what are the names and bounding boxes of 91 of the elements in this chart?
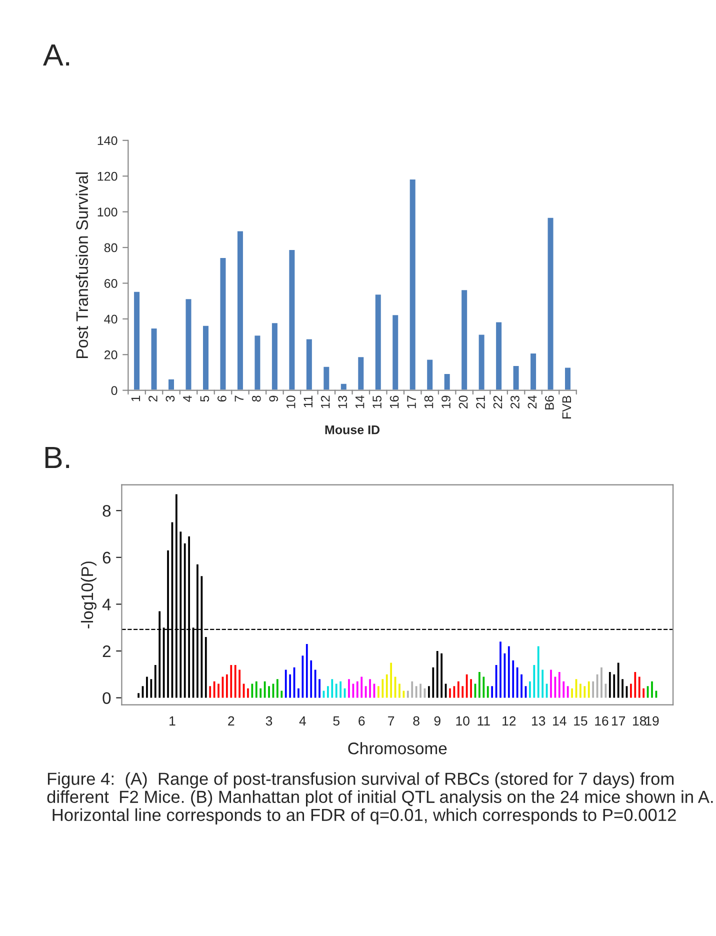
y-tick-label: 120 bbox=[98, 172, 118, 181]
bar bbox=[132, 290, 141, 390]
bar bbox=[460, 288, 468, 390]
x-tick-label: 18 bbox=[633, 716, 646, 726]
x-tick-label: 20 bbox=[458, 396, 468, 408]
x-tick-label: 7 bbox=[234, 396, 244, 402]
bar bbox=[494, 320, 503, 390]
bar bbox=[529, 352, 538, 390]
x-tick-label: 11 bbox=[304, 396, 312, 408]
y-tick-label: 100 bbox=[98, 208, 118, 216]
y-tick-label: 40 bbox=[104, 314, 118, 324]
x-tick-label: 10 bbox=[456, 716, 470, 726]
y-tick-label: 20 bbox=[104, 350, 118, 360]
x-tick-label: 17 bbox=[407, 396, 416, 408]
x-tick-label: 22 bbox=[493, 396, 502, 408]
x-tick-label: 1 bbox=[131, 396, 140, 402]
bar bbox=[270, 322, 279, 390]
x-tick-label: 19 bbox=[646, 716, 659, 726]
x-tick-label: 16 bbox=[595, 716, 608, 726]
y-tick-label: 60 bbox=[104, 279, 118, 288]
x-tick-label: 6 bbox=[358, 716, 365, 726]
bar bbox=[322, 366, 331, 390]
bar bbox=[150, 327, 158, 390]
x-tick-label: 23 bbox=[510, 396, 520, 408]
x-tick-label: 6 bbox=[217, 396, 226, 402]
bar bbox=[426, 358, 434, 390]
bar bbox=[512, 364, 520, 390]
y-axis-title: -log10(P) bbox=[80, 562, 96, 628]
bar bbox=[546, 216, 555, 390]
y-tick-label: 8 bbox=[102, 504, 111, 517]
bar bbox=[564, 366, 572, 390]
y-tick-label: 140 bbox=[98, 136, 118, 146]
x-tick-label: 2 bbox=[228, 716, 234, 726]
bar bbox=[408, 178, 417, 390]
x-tick-label: 5 bbox=[333, 716, 340, 726]
y-tick-label: 6 bbox=[102, 552, 111, 564]
y-tick-label: 0 bbox=[111, 386, 118, 395]
x-tick-label: 14 bbox=[356, 396, 364, 408]
x-tick-label: 9 bbox=[434, 716, 440, 726]
bar bbox=[391, 314, 400, 390]
bar bbox=[356, 356, 366, 390]
x-tick-label: 24 bbox=[528, 396, 537, 408]
bar bbox=[167, 378, 176, 390]
bar bbox=[202, 324, 210, 390]
x-tick-label: 15 bbox=[574, 716, 588, 726]
x-tick-label: 18 bbox=[424, 396, 434, 408]
bar bbox=[218, 256, 228, 390]
x-tick-label: FVB bbox=[562, 396, 571, 418]
x-tick-label: 12 bbox=[320, 396, 330, 408]
x-tick-label: 15 bbox=[372, 396, 382, 408]
x-tick-label: 7 bbox=[388, 716, 394, 726]
chart-title: B. bbox=[45, 446, 70, 468]
x-tick-label: 14 bbox=[553, 716, 566, 726]
x-tick-label: 21 bbox=[476, 396, 485, 408]
y-tick-label: 2 bbox=[102, 645, 110, 658]
x-axis-title: Mouse ID bbox=[325, 426, 380, 434]
x-tick-label: 12 bbox=[502, 716, 516, 726]
x-tick-label: 10 bbox=[286, 396, 296, 408]
x-tick-label: 5 bbox=[200, 396, 210, 402]
caption: Figure 4: (A) Range of post-transfusion survival of RBCs (stored for 7 days) from different F2 Mice. (B) Manhattan plot of initial QTL analysis on the 24 mice shown in A. Horizontal line corresponds to an FDR of q=0.01, which corresponds to P=0.0012 bbox=[47, 772, 713, 825]
bar bbox=[184, 298, 193, 390]
x-tick-label: 4 bbox=[299, 716, 306, 726]
x-axis-title: Chromosome bbox=[348, 742, 447, 754]
bar bbox=[236, 230, 244, 390]
x-tick-label: 19 bbox=[442, 396, 450, 408]
x-tick-label: 9 bbox=[269, 396, 278, 402]
bar bbox=[477, 333, 486, 390]
y-tick-label: 4 bbox=[102, 598, 111, 610]
bar bbox=[253, 334, 262, 390]
x-tick-label: 8 bbox=[252, 396, 261, 402]
x-tick-label: 2 bbox=[148, 396, 158, 402]
x-tick-label: 17 bbox=[612, 716, 626, 726]
bar bbox=[305, 338, 314, 390]
x-tick-label: 1 bbox=[170, 716, 176, 726]
x-tick-label: 16 bbox=[390, 396, 399, 408]
x-tick-label: 3 bbox=[266, 716, 272, 726]
bar bbox=[374, 293, 382, 390]
x-tick-label: 4 bbox=[183, 396, 192, 402]
x-tick-label: 8 bbox=[413, 716, 420, 726]
chart-title: A. bbox=[43, 44, 70, 66]
bar bbox=[442, 372, 452, 390]
x-tick-label: 3 bbox=[166, 396, 175, 402]
x-tick-label: 13 bbox=[532, 716, 546, 726]
x-tick-label: 13 bbox=[338, 396, 348, 408]
bar bbox=[340, 382, 348, 390]
bar bbox=[288, 248, 296, 390]
y-tick-label: 80 bbox=[104, 243, 118, 252]
y-tick-label: 0 bbox=[102, 692, 111, 704]
x-tick-label: 11 bbox=[478, 716, 490, 726]
x-tick-label: B6 bbox=[545, 396, 554, 410]
y-axis-title: Post Transfusion Survival bbox=[76, 172, 88, 358]
